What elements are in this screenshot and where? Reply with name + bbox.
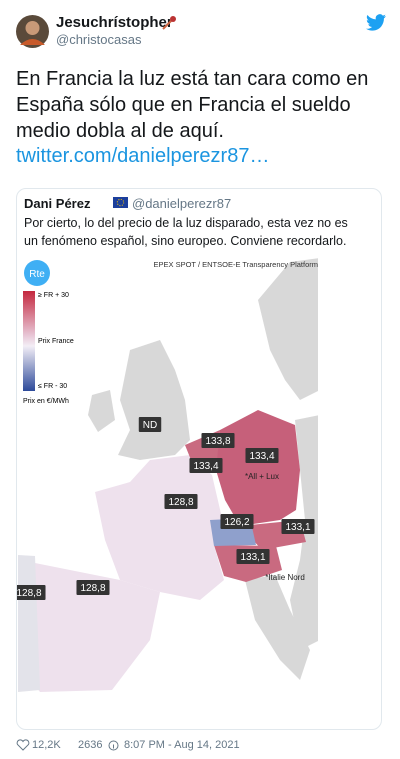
tweet-text: En Francia la luz está tan cara como en … — [16, 68, 369, 142]
map-price-label: 133,1 — [240, 552, 265, 563]
map-source: EPEX SPOT / ENTSOE-E Transparency Platfo… — [154, 260, 319, 269]
legend-low: ≤ FR - 30 — [38, 383, 67, 390]
name-emoji — [162, 16, 176, 30]
like-icon[interactable] — [16, 739, 30, 751]
tweet-link[interactable]: twitter.com/danielperezr87… — [16, 145, 270, 167]
eu-flag — [113, 197, 128, 208]
map-price-tag — [245, 448, 279, 463]
map-price-label: 133,8 — [205, 436, 230, 447]
rte-logo — [24, 260, 50, 286]
rte-logo-text: Rte — [29, 269, 45, 280]
map-price-label: 133,1 — [285, 522, 310, 533]
quote-author-handle[interactable]: @danielperezr87 — [132, 196, 232, 211]
quoted-tweet[interactable] — [16, 188, 382, 730]
legend-unit: Prix en €/MWh — [23, 398, 69, 405]
price-map: Rte EPEX SPOT / ENTSOE-E Transparency Pl… — [17, 255, 318, 700]
author-handle[interactable]: @christocasas — [56, 32, 142, 47]
map-price-label: 126,2 — [224, 517, 249, 528]
legend-high: ≥ FR + 30 — [38, 292, 69, 299]
map-price-label: 128,8 — [168, 497, 193, 508]
map-price-tag — [236, 549, 270, 564]
legend-mid: Prix France — [38, 338, 74, 345]
info-icon[interactable] — [108, 740, 119, 751]
like-count[interactable]: 12,2K — [32, 739, 61, 751]
map-price-label: 128,8 — [80, 583, 105, 594]
map-price-tag — [281, 519, 315, 534]
map-note: *All + Lux — [245, 472, 279, 481]
map-price-label: 133,4 — [193, 461, 218, 472]
map-price-tag — [17, 585, 46, 600]
map-price-tag — [138, 417, 162, 432]
retweet-count[interactable]: 2636 — [78, 739, 103, 751]
map-price-tag — [201, 433, 235, 448]
legend-bar — [23, 291, 35, 391]
map-price-label: ND — [143, 420, 157, 431]
avatar[interactable] — [16, 15, 49, 48]
author-name[interactable]: Jesuchrístopher — [56, 14, 173, 31]
map-price-tag — [76, 580, 110, 595]
timestamp[interactable]: 8:07 PM - Aug 14, 2021 — [124, 739, 240, 751]
map-price-tag — [189, 458, 223, 473]
map-note: *Italie Nord — [265, 573, 305, 582]
twitter-logo[interactable] — [366, 14, 386, 31]
quote-text: Por cierto, lo del precio de la luz disp… — [24, 216, 348, 248]
quote-author-name[interactable]: Dani Pérez — [24, 196, 91, 211]
map-price-label: 128,8 — [17, 588, 42, 599]
map-price-tag — [220, 514, 254, 529]
map-price-label: 133,4 — [249, 451, 274, 462]
map-price-tag — [164, 494, 198, 509]
